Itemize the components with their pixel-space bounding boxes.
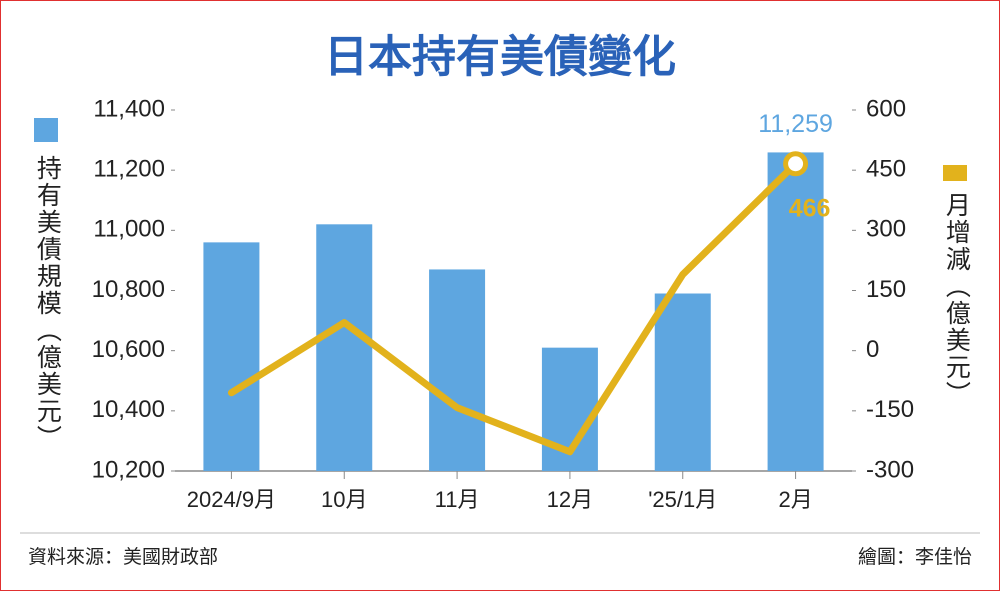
- x-tick-label: 2024/9月: [187, 487, 276, 512]
- bar: [429, 269, 486, 471]
- legend-swatch: [34, 118, 58, 142]
- x-tick-label: 10月: [321, 487, 367, 512]
- legend-label: 持有美債規模（億美元）: [33, 155, 62, 452]
- chart-title: 日本持有美債變化: [324, 33, 676, 82]
- bar: [316, 224, 373, 471]
- y2-tick-label: 600: [866, 95, 906, 122]
- legend-label: 月增減（億美元）: [942, 192, 971, 408]
- y2-tick-label: 450: [866, 156, 906, 183]
- y-tick-label: 11,000: [93, 216, 165, 243]
- y-tick-label: 11,200: [93, 156, 165, 183]
- x-tick-label: '25/1月: [648, 487, 717, 512]
- bar: [767, 152, 824, 472]
- y2-tick-label: 300: [866, 216, 906, 243]
- credit: 繪圖：李佳怡: [858, 546, 972, 568]
- y2-tick-label: -300: [866, 456, 914, 483]
- y-tick-label: 11,400: [93, 95, 165, 122]
- bar-value-label: 11,259: [758, 110, 833, 138]
- y2-tick-label: -150: [866, 396, 914, 423]
- bar: [203, 242, 260, 471]
- y-tick-label: 10,800: [92, 276, 165, 303]
- y2-tick-label: 0: [866, 336, 879, 363]
- x-tick-label: 2月: [778, 487, 812, 512]
- y2-tick-label: 150: [866, 276, 906, 303]
- line-end-marker: [783, 151, 809, 177]
- x-tick-label: 11月: [435, 487, 480, 512]
- y-tick-label: 10,600: [92, 336, 165, 363]
- legend-swatch: [943, 165, 967, 181]
- y-tick-label: 10,400: [92, 396, 165, 423]
- y-tick-label: 10,200: [92, 456, 165, 483]
- line-value-label: 466: [789, 194, 831, 222]
- line: [227, 160, 800, 456]
- source: 資料來源：美國財政部: [28, 546, 218, 568]
- x-tick-label: 12月: [547, 487, 593, 512]
- bar: [654, 293, 711, 471]
